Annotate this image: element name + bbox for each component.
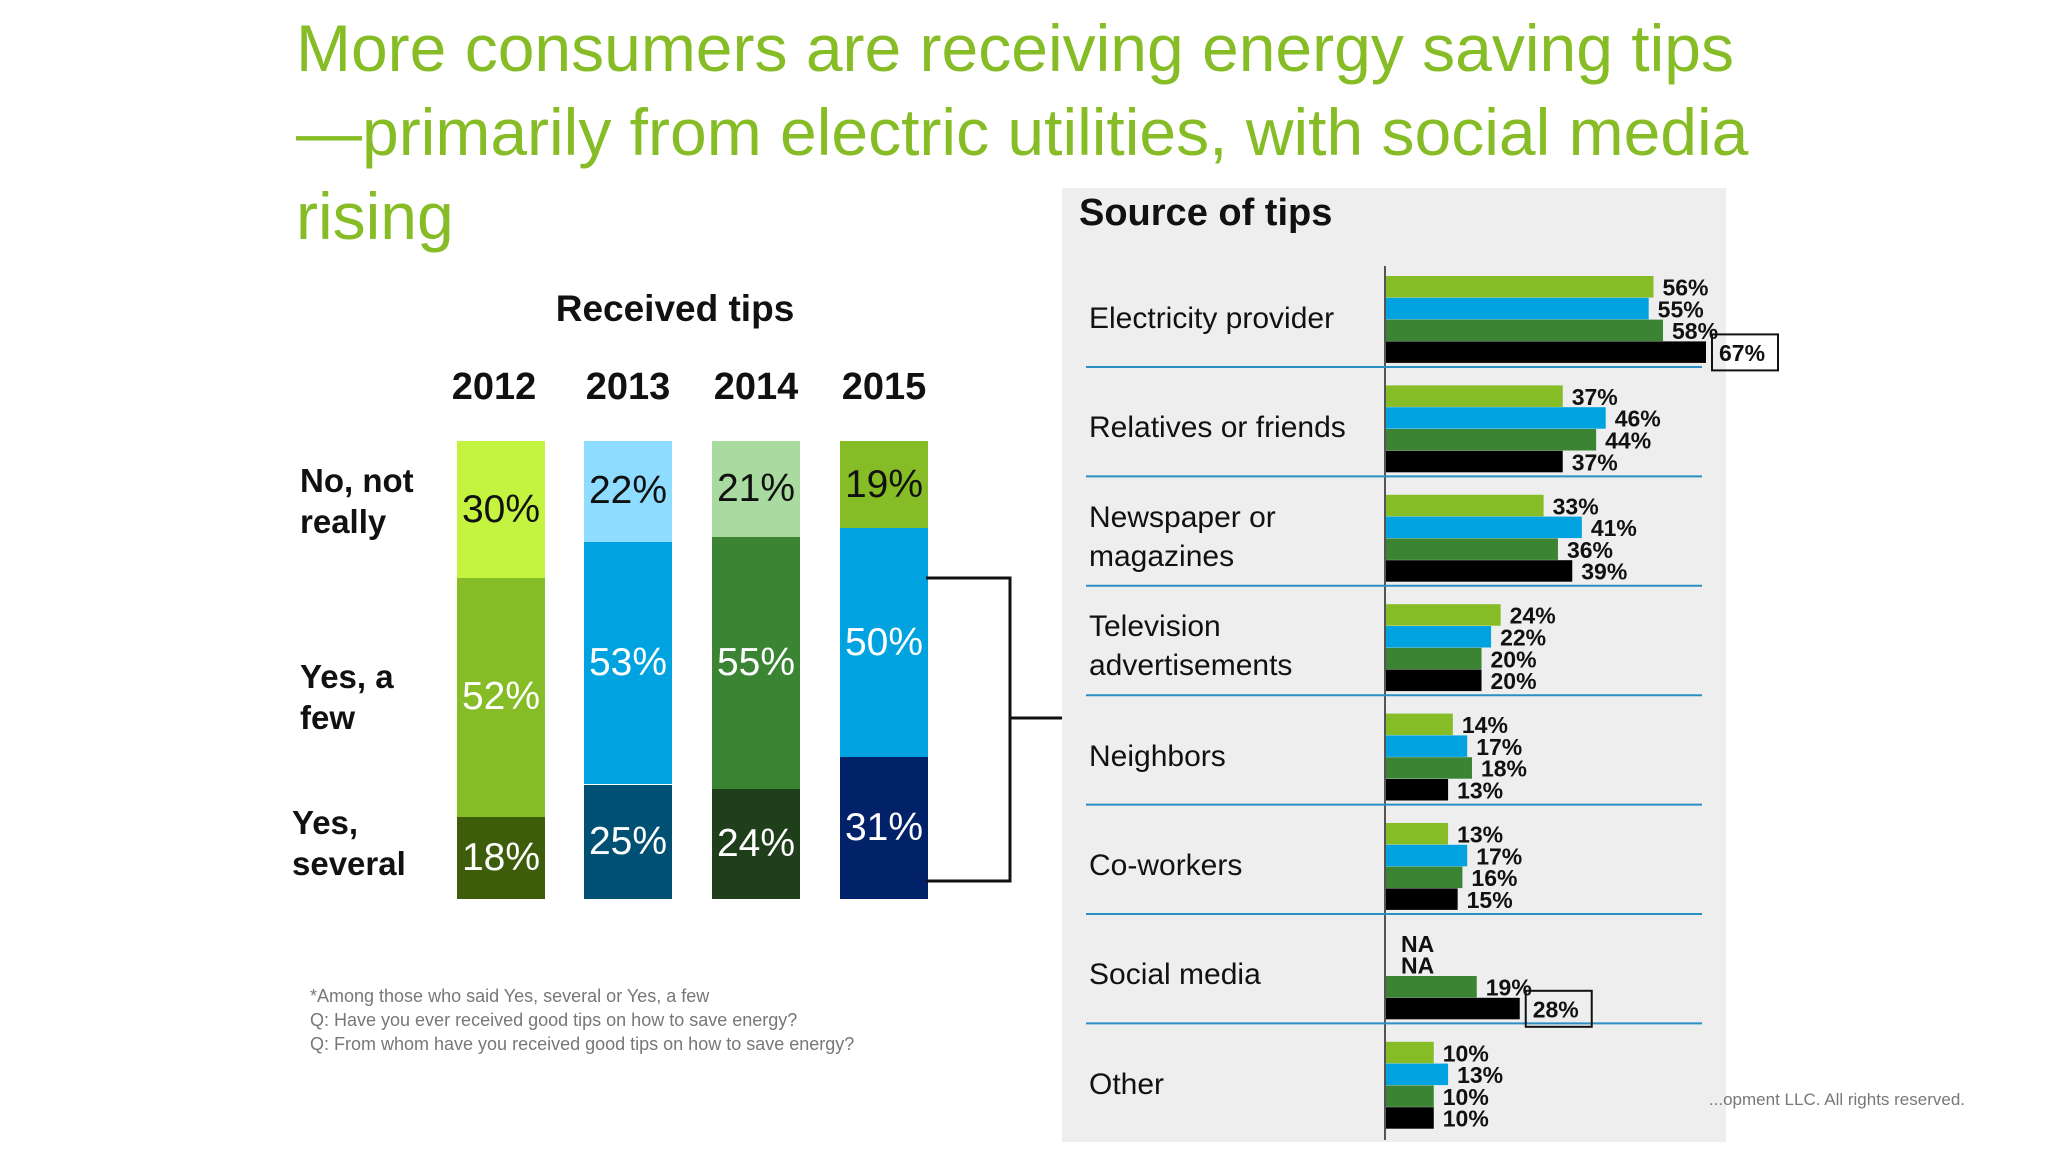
stack-segment-2014-yes-several: 24% bbox=[712, 789, 800, 899]
source-bar bbox=[1386, 276, 1654, 298]
source-bar bbox=[1386, 866, 1463, 889]
source-bar bbox=[1386, 888, 1458, 910]
source-bar-label: 16% bbox=[1471, 865, 1517, 891]
row-label-no-not-really: No, not really bbox=[300, 462, 414, 540]
category-label: Newspaper or magazines bbox=[1089, 500, 1276, 573]
stack-segment-2012-no-not-really: 30% bbox=[457, 441, 545, 579]
source-bar bbox=[1386, 844, 1468, 867]
footnote-1: *Among those who said Yes, several or Ye… bbox=[310, 986, 710, 1006]
source-bar-label: 37% bbox=[1572, 384, 1618, 410]
stack-segment-2014-yes-a-few: 55% bbox=[712, 537, 800, 790]
source-bar-label: 58% bbox=[1672, 318, 1718, 344]
source-bar bbox=[1386, 713, 1453, 736]
source-bar bbox=[1386, 450, 1563, 473]
source-bar-label: 15% bbox=[1467, 887, 1513, 913]
source-bar bbox=[1386, 647, 1482, 670]
source-bar bbox=[1386, 604, 1501, 626]
stack-segment-2015-no-not-really: 19% bbox=[840, 441, 928, 529]
stack-segment-2012-yes-a-few: 52% bbox=[457, 578, 545, 817]
source-bar bbox=[1386, 494, 1544, 517]
stack-segment-2012-yes-several: 18% bbox=[457, 816, 545, 899]
source-bar-label: 17% bbox=[1476, 734, 1522, 760]
source-bar-label: NA bbox=[1401, 953, 1434, 979]
source-bar-label: 22% bbox=[1500, 625, 1546, 651]
received-tips-title: Received tips bbox=[555, 288, 795, 329]
copyright-text: ...opment LLC. All rights reserved. bbox=[1708, 1090, 1965, 1109]
source-bar-label: 20% bbox=[1491, 646, 1537, 672]
source-bar-label: 36% bbox=[1567, 537, 1613, 563]
source-panel-title: Source of tips bbox=[1079, 192, 1333, 234]
source-bar-label: 13% bbox=[1457, 1062, 1503, 1088]
stack-segment-2015-yes-a-few: 50% bbox=[840, 528, 928, 758]
source-bar bbox=[1386, 516, 1582, 539]
source-bar bbox=[1386, 297, 1649, 320]
source-bar-label: 56% bbox=[1662, 275, 1708, 301]
year-label-2013: 2013 bbox=[585, 366, 671, 408]
source-bar bbox=[1386, 757, 1472, 779]
source-bar bbox=[1386, 779, 1449, 801]
stack-segment-2015-yes-several: 31% bbox=[840, 757, 928, 899]
source-bar-label: 10% bbox=[1443, 1040, 1489, 1066]
source-bar-label: 18% bbox=[1481, 756, 1527, 782]
stack-segment-2013-no-not-really: 22% bbox=[584, 441, 672, 542]
stack-segment-2014-no-not-really: 21% bbox=[712, 441, 800, 538]
source-bar-label: 28% bbox=[1533, 996, 1579, 1022]
source-bar bbox=[1386, 823, 1449, 845]
source-bar-label: 13% bbox=[1457, 778, 1503, 804]
category-label: Other bbox=[1089, 1067, 1165, 1101]
source-bar-label: 24% bbox=[1510, 603, 1556, 629]
stack-segment-2013-yes-a-few: 53% bbox=[584, 541, 672, 785]
source-bar-label: 37% bbox=[1572, 449, 1618, 475]
footnote-3: Q: From whom have you received good tips… bbox=[310, 1034, 855, 1054]
source-bar bbox=[1386, 976, 1477, 998]
row-label-yes-a-few: Yes, a few bbox=[300, 658, 394, 736]
source-bar-label: 13% bbox=[1457, 822, 1503, 848]
footnote-2: Q: Have you ever received good tips on h… bbox=[310, 1010, 798, 1030]
source-bar-label: 67% bbox=[1719, 340, 1765, 366]
source-bar-label: 39% bbox=[1581, 559, 1627, 585]
year-label-2014: 2014 bbox=[713, 366, 799, 408]
category-label: Social media bbox=[1089, 958, 1261, 992]
source-bar bbox=[1386, 1041, 1434, 1064]
year-label-2015: 2015 bbox=[841, 366, 927, 408]
source-bar-label: 17% bbox=[1476, 843, 1522, 869]
category-label: Neighbors bbox=[1089, 739, 1226, 773]
page-title: More consumers are receiving energy savi… bbox=[296, 11, 1749, 253]
source-bar bbox=[1386, 1085, 1434, 1107]
source-bar-label: 19% bbox=[1486, 975, 1532, 1001]
source-bar bbox=[1386, 538, 1558, 560]
source-bar bbox=[1386, 319, 1664, 342]
source-bar-label: 10% bbox=[1443, 1106, 1489, 1132]
stack-segment-2013-yes-several: 25% bbox=[584, 784, 672, 899]
source-bar-label: 44% bbox=[1605, 428, 1651, 454]
source-bar-label: 33% bbox=[1553, 493, 1599, 519]
source-bar bbox=[1386, 560, 1573, 582]
source-bar bbox=[1386, 385, 1563, 407]
category-label: Relatives or friends bbox=[1089, 411, 1346, 445]
source-bar-label: 14% bbox=[1462, 712, 1508, 738]
source-bar bbox=[1386, 669, 1482, 692]
source-bar bbox=[1386, 341, 1706, 363]
source-bar-label: NA bbox=[1401, 931, 1434, 957]
source-bar bbox=[1386, 735, 1468, 757]
source-bar-label: 55% bbox=[1658, 296, 1704, 322]
source-bar bbox=[1386, 997, 1520, 1020]
source-bar-label: 20% bbox=[1491, 668, 1537, 694]
row-label-yes-several: Yes, several bbox=[292, 804, 406, 882]
source-bar-label: 41% bbox=[1591, 515, 1637, 541]
category-label: Electricity provider bbox=[1089, 302, 1335, 335]
category-label: Co-workers bbox=[1089, 849, 1243, 882]
source-bar bbox=[1386, 1107, 1434, 1129]
source-bar-label: 10% bbox=[1443, 1084, 1489, 1110]
source-bar bbox=[1386, 407, 1606, 429]
source-bar-label: 46% bbox=[1615, 406, 1661, 432]
source-bar bbox=[1386, 1063, 1449, 1086]
highlight-box bbox=[1524, 989, 1593, 1028]
source-bar bbox=[1386, 626, 1492, 648]
highlight-box bbox=[1711, 333, 1779, 372]
source-bar bbox=[1386, 429, 1597, 451]
year-label-2012: 2012 bbox=[451, 366, 537, 408]
category-label: Television advertisements bbox=[1089, 610, 1293, 683]
